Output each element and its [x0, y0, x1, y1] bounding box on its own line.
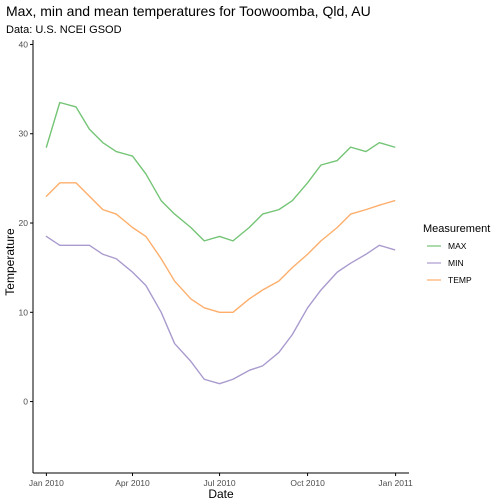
y-tick-label: 0 [23, 397, 28, 407]
legend-title: Measurement [423, 223, 490, 235]
plot-area: 0 10 20 30 40 Jan 2010 Apr 2010 Jul 2010 Oct 201… [19, 39, 414, 488]
y-tick-label: 10 [19, 307, 29, 317]
y-tick-label: 40 [19, 39, 29, 49]
series-group [45, 101, 396, 385]
series-line-min [45, 235, 396, 385]
series-line-max [45, 101, 396, 242]
legend: Measurement MAX MIN TEMP [423, 223, 490, 285]
axis-group: 0 10 20 30 40 Jan 2010 Apr 2010 Jul 2010 Oct 201… [19, 39, 414, 488]
x-tick-label: Apr 2010 [115, 478, 150, 488]
x-tick-label: Jul 2010 [203, 478, 235, 488]
x-axis-title: Date [208, 487, 234, 501]
legend-label-max: MAX [448, 241, 467, 251]
y-tick-label: 20 [19, 218, 29, 228]
legend-label-min: MIN [448, 258, 464, 268]
x-tick-label: Jan 2010 [29, 478, 64, 488]
legend-label-temp: TEMP [448, 275, 472, 285]
chart-subtitle: Data: U.S. NCEI GSOD [6, 24, 122, 36]
y-axis-title: Temperature [3, 228, 17, 296]
x-tick-label: Jan 2011 [378, 478, 413, 488]
chart-title: Max, min and mean temperatures for Toowo… [6, 3, 371, 19]
series-line-temp [45, 182, 396, 313]
x-tick-label: Oct 2010 [290, 478, 325, 488]
y-tick-label: 30 [19, 129, 29, 139]
